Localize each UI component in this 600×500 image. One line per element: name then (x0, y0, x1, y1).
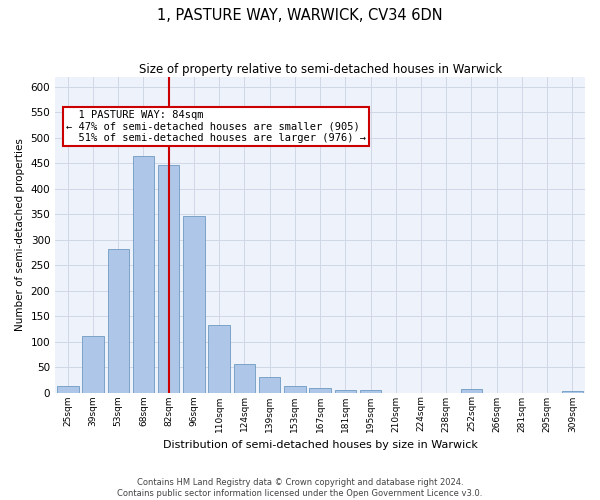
Title: Size of property relative to semi-detached houses in Warwick: Size of property relative to semi-detach… (139, 62, 502, 76)
Bar (259, 377, 280, 392)
Text: 1, PASTURE WAY, WARWICK, CV34 6DN: 1, PASTURE WAY, WARWICK, CV34 6DN (157, 8, 443, 22)
Bar (57, 386, 79, 392)
Bar (360, 390, 381, 392)
Bar (107, 250, 129, 392)
Bar (183, 216, 205, 392)
Text: 1 PASTURE WAY: 84sqm  
← 47% of semi-detached houses are smaller (905)
  51% of : 1 PASTURE WAY: 84sqm ← 47% of semi-detac… (66, 110, 366, 143)
Text: Contains HM Land Registry data © Crown copyright and database right 2024.
Contai: Contains HM Land Registry data © Crown c… (118, 478, 482, 498)
Bar (461, 390, 482, 392)
Bar (562, 391, 583, 392)
X-axis label: Distribution of semi-detached houses by size in Warwick: Distribution of semi-detached houses by … (163, 440, 478, 450)
Bar (335, 390, 356, 392)
Y-axis label: Number of semi-detached properties: Number of semi-detached properties (15, 138, 25, 331)
Bar (310, 388, 331, 392)
Bar (133, 156, 154, 392)
Bar (208, 326, 230, 392)
Bar (82, 336, 104, 392)
Bar (158, 165, 179, 392)
Bar (233, 364, 255, 392)
Bar (284, 386, 305, 392)
